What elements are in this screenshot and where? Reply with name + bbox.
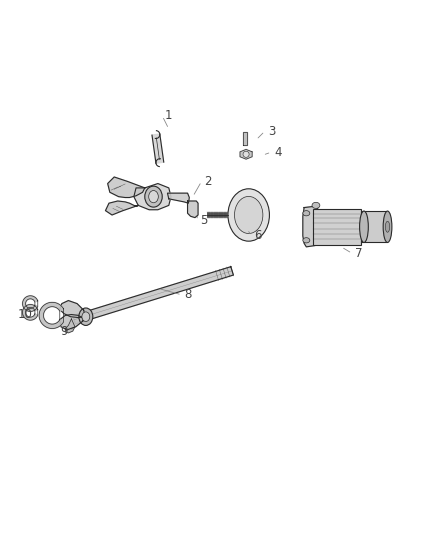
Polygon shape bbox=[134, 183, 171, 210]
Text: 2: 2 bbox=[205, 175, 212, 188]
Polygon shape bbox=[23, 304, 38, 320]
Ellipse shape bbox=[149, 190, 158, 203]
Text: 9: 9 bbox=[60, 326, 68, 338]
Bar bbox=[361, 211, 387, 243]
Polygon shape bbox=[106, 201, 138, 215]
Polygon shape bbox=[23, 296, 38, 311]
Ellipse shape bbox=[385, 221, 390, 232]
Text: 8: 8 bbox=[185, 288, 192, 301]
Polygon shape bbox=[60, 301, 85, 318]
Text: 5: 5 bbox=[200, 214, 208, 227]
Polygon shape bbox=[108, 177, 145, 198]
Ellipse shape bbox=[303, 238, 310, 243]
Polygon shape bbox=[187, 201, 198, 217]
Ellipse shape bbox=[383, 211, 392, 243]
Polygon shape bbox=[60, 314, 84, 330]
Bar bbox=[313, 209, 361, 245]
Text: 7: 7 bbox=[355, 247, 363, 260]
Polygon shape bbox=[303, 206, 319, 247]
Polygon shape bbox=[39, 302, 64, 328]
Text: 1: 1 bbox=[165, 109, 173, 123]
Text: 4: 4 bbox=[274, 146, 282, 159]
Polygon shape bbox=[65, 319, 75, 333]
Text: 3: 3 bbox=[268, 125, 275, 138]
Ellipse shape bbox=[312, 203, 320, 208]
Polygon shape bbox=[152, 134, 164, 163]
Ellipse shape bbox=[360, 211, 368, 243]
Polygon shape bbox=[240, 149, 252, 159]
Polygon shape bbox=[73, 266, 233, 324]
Ellipse shape bbox=[82, 312, 90, 321]
Ellipse shape bbox=[303, 211, 310, 216]
Ellipse shape bbox=[228, 189, 269, 241]
Ellipse shape bbox=[234, 197, 263, 233]
Circle shape bbox=[243, 151, 249, 157]
Ellipse shape bbox=[79, 308, 93, 326]
Text: 10: 10 bbox=[17, 308, 32, 321]
Polygon shape bbox=[167, 193, 189, 203]
Ellipse shape bbox=[145, 186, 162, 207]
Polygon shape bbox=[243, 133, 247, 144]
Text: 6: 6 bbox=[254, 229, 262, 243]
